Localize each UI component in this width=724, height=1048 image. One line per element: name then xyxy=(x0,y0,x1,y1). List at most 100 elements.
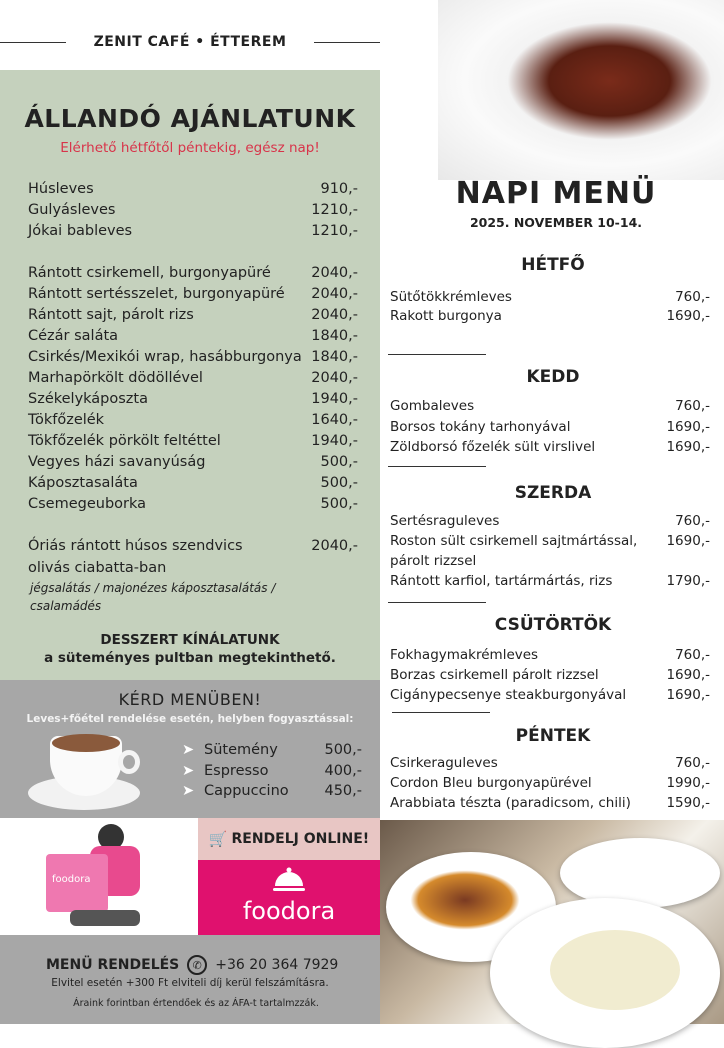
vat-note: Áraink forintban értendőek és az ÁFA-t t… xyxy=(73,998,319,1009)
item-price: 1940,- xyxy=(311,391,358,407)
daily-item: Borzas csirkemell párolt rizzsel 1690,- xyxy=(390,666,710,685)
coffee-cup-image xyxy=(28,730,144,812)
item-name: Jókai bableves xyxy=(28,223,133,239)
dessert-subtitle: a süteményes pultban megtekinthető. xyxy=(44,650,336,666)
item-name: Marhapörkölt dödöllével xyxy=(28,370,203,386)
cloche-icon xyxy=(273,867,305,891)
chevron-right-icon: ➤ xyxy=(182,762,195,779)
menu-item: Rántott csirkemell, burgonyapüré 2040,- xyxy=(28,263,358,283)
menu-item: Csirkés/Mexikói wrap, hasábburgonya 1840,… xyxy=(28,347,358,367)
addon-name: Espresso xyxy=(204,762,269,779)
item-price: 2040,- xyxy=(311,265,358,281)
item-name: Tökfőzelék xyxy=(28,412,105,428)
item-name: Cézár saláta xyxy=(28,328,119,344)
permanent-menu-title: ÁLLANDÓ AJÁNLATUNK xyxy=(24,104,356,133)
item-price: 1690,- xyxy=(666,439,710,455)
item-name: Gulyásleves xyxy=(28,202,116,218)
item-price: 1940,- xyxy=(311,433,358,449)
item-name: Rántott karfiol, tartármártás, rizs xyxy=(390,573,613,589)
food-plates-photo xyxy=(380,820,724,1048)
bag-logo: foodora xyxy=(46,854,108,912)
order-online-button[interactable]: 🛒 RENDELJ ONLINE! xyxy=(198,818,380,860)
item-price: 760,- xyxy=(675,513,710,529)
daily-item: párolt rizzsel xyxy=(390,552,710,571)
daily-item: Rakott burgonya 1690,- xyxy=(390,307,710,326)
item-name: Rakott burgonya xyxy=(390,308,502,324)
section-divider xyxy=(388,466,486,467)
daily-item: Rántott karfiol, tartármártás, rizs 1790,… xyxy=(390,572,710,591)
cart-icon: 🛒 xyxy=(208,830,228,848)
addon-subtitle: Leves+főétel rendelése esetén, helyben f… xyxy=(26,713,354,725)
item-price: 2040,- xyxy=(311,538,358,554)
daily-item: Zöldborsó főzelék sült virslivel 1690,- xyxy=(390,438,710,457)
item-name: Káposztasaláta xyxy=(28,475,138,491)
item-price: 1690,- xyxy=(666,687,710,703)
delivery-rider-image: foodora xyxy=(40,822,158,932)
chevron-right-icon: ➤ xyxy=(182,742,195,758)
chevron-right-icon: ➤ xyxy=(182,783,195,799)
daily-item: Gombaleves 760,- xyxy=(390,397,710,416)
daily-item: Roston sült csirkemell sajtmártással, 169… xyxy=(390,532,710,551)
menu-item: Vegyes házi savanyúság 500,- xyxy=(28,452,358,472)
item-name: Vegyes házi savanyúság xyxy=(28,454,206,470)
item-price: 760,- xyxy=(675,398,710,414)
item-name: Sertésraguleves xyxy=(390,513,500,529)
item-name: Cordon Bleu burgonyapürével xyxy=(390,775,592,791)
item-price: 2040,- xyxy=(311,286,358,302)
item-price: 1690,- xyxy=(666,418,710,435)
menu-item: Gulyásleves 1210,- xyxy=(28,200,358,220)
addon-price: 500,- xyxy=(324,742,362,758)
daily-item: Fokhagymakrémleves 760,- xyxy=(390,646,710,665)
item-name: Csemegeuborka xyxy=(28,496,147,512)
item-name: Borzas csirkemell párolt rizzsel xyxy=(390,667,599,683)
menu-item: Káposztasaláta 500,- xyxy=(28,473,358,493)
item-name: Csirkeraguleves xyxy=(390,755,498,771)
daily-item: Borsos tokány tarhonyával 1690,- xyxy=(390,418,710,437)
beef-stew-photo xyxy=(438,0,724,180)
order-online-label: RENDELJ ONLINE! xyxy=(231,831,370,847)
brand-name: ZENIT CAFÉ • ÉTTEREM xyxy=(93,34,287,50)
header-divider xyxy=(0,42,66,43)
foodora-logo[interactable]: foodora xyxy=(198,860,380,935)
item-price: 760,- xyxy=(675,289,710,305)
item-price: 1990,- xyxy=(666,775,710,791)
addon-name: Cappuccino xyxy=(204,783,289,799)
daily-menu-title: NAPI MENÜ xyxy=(455,176,657,211)
order-phone-line: MENÜ RENDELÉS ✆ +36 20 364 7929 xyxy=(46,955,338,975)
item-name: Roston sült csirkemell sajtmártással, xyxy=(390,533,638,549)
item-price: 1840,- xyxy=(311,349,358,365)
daily-item: Arabbiata tészta (paradicsom, chili) 1590… xyxy=(390,794,710,813)
footer-panel xyxy=(0,935,380,1024)
phone-icon: ✆ xyxy=(187,955,208,975)
item-name: Tökfőzelék pörkölt feltéttel xyxy=(28,433,221,449)
phone-number[interactable]: +36 20 364 7929 xyxy=(215,957,339,973)
item-price: 2040,- xyxy=(311,370,358,386)
addon-item: ➤ Cappuccino 450,- xyxy=(182,781,362,801)
item-name: párolt rizzsel xyxy=(390,553,477,569)
permanent-menu-subtitle: Elérhető hétfőtől péntekig, egész nap! xyxy=(60,140,320,156)
day-heading: PÉNTEK xyxy=(515,726,591,746)
item-name: Arabbiata tészta (paradicsom, chili) xyxy=(390,795,631,811)
item-name: Székelykáposzta xyxy=(28,391,148,407)
item-name: Fokhagymakrémleves xyxy=(390,647,539,663)
menu-item: Csemegeuborka 500,- xyxy=(28,494,358,514)
day-heading: SZERDA xyxy=(514,483,592,503)
item-price: 500,- xyxy=(320,496,358,512)
day-heading: HÉTFŐ xyxy=(521,255,585,275)
menu-item: Tökfőzelék 1640,- xyxy=(28,410,358,430)
daily-item: Csirkeraguleves 760,- xyxy=(390,754,710,773)
item-price: 500,- xyxy=(320,454,358,470)
item-name: Csirkés/Mexikói wrap, hasábburgonya xyxy=(28,349,302,365)
item-price: 1210,- xyxy=(311,223,358,239)
item-name: Óriás rántott húsos szendvics xyxy=(28,538,243,554)
menu-item-line2: olivás ciabatta-ban xyxy=(28,558,358,578)
item-price: 1210,- xyxy=(311,202,358,218)
item-price: 1690,- xyxy=(666,667,710,683)
item-price: 760,- xyxy=(675,647,710,663)
item-price: 760,- xyxy=(675,755,710,771)
addon-item: ➤ Sütemény 500,- xyxy=(182,740,362,760)
menu-item: Óriás rántott húsos szendvics 2040,- xyxy=(28,536,358,556)
section-divider xyxy=(388,602,486,603)
item-price: 500,- xyxy=(320,475,358,491)
menu-item: Rántott sertésszelet, burgonyapüré 2040,- xyxy=(28,284,358,304)
